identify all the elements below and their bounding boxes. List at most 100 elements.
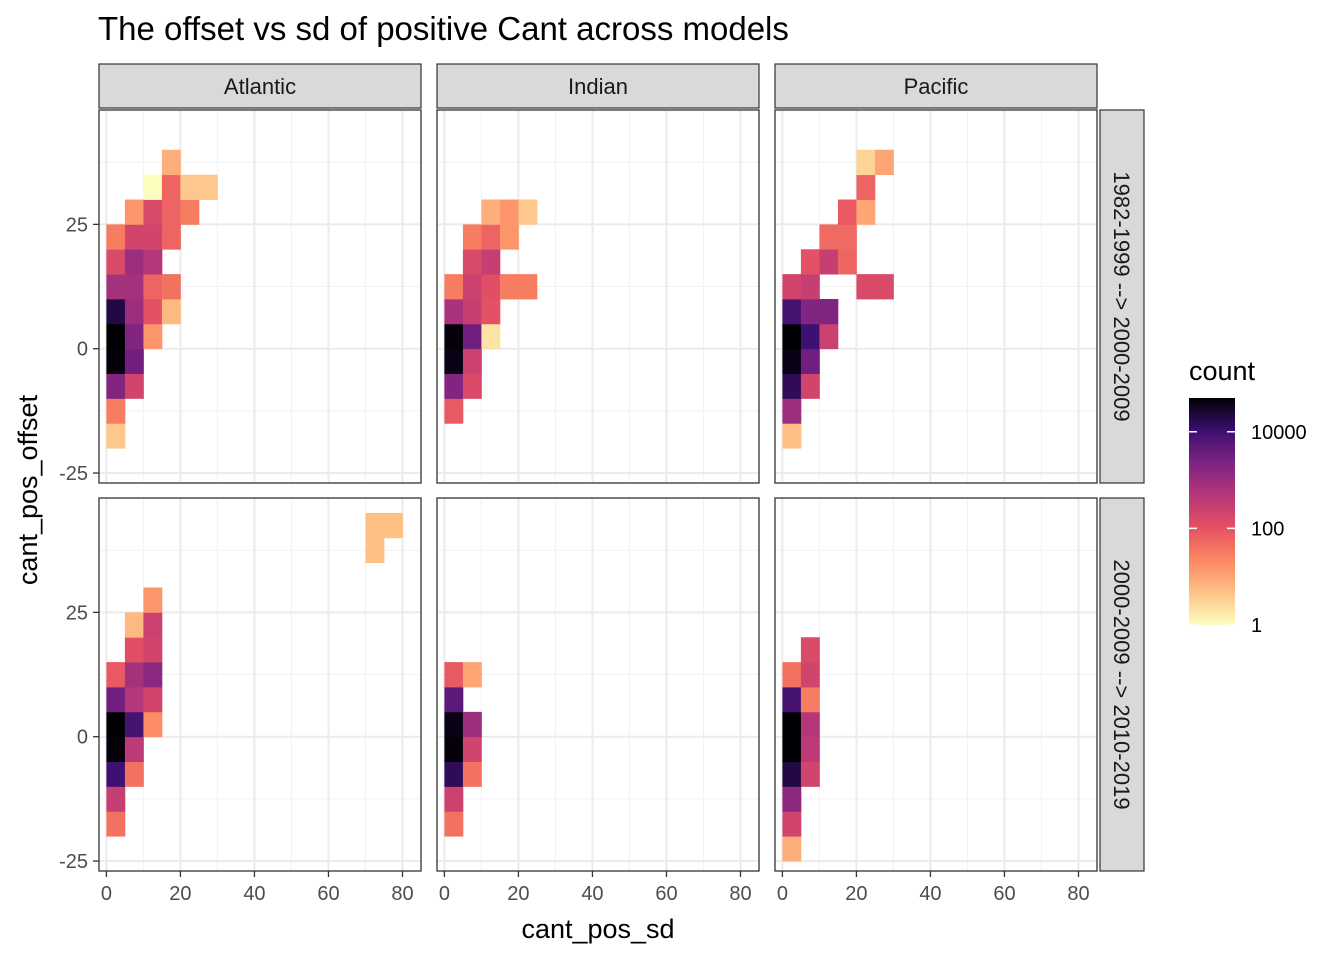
heatmap-cell: [782, 736, 802, 762]
x-axis-indian: 0 20 40 60 80: [439, 871, 752, 905]
panel-background: [775, 498, 1097, 871]
heatmap-cell: [874, 149, 894, 176]
facet-panels: Atlantic Indian Pacific 1982-1999 --> 2000-…: [98, 63, 1145, 872]
heatmap-cell: [800, 373, 820, 399]
heatmap-cell: [782, 373, 802, 399]
x-tick-label: 60: [317, 883, 339, 905]
heatmap-cell: [143, 298, 163, 325]
heatmap-cell: [444, 662, 464, 688]
panel-border: [436, 497, 760, 872]
panel-border: [774, 497, 1098, 872]
heatmap-cell: [518, 199, 538, 225]
heatmap-cell: [124, 274, 144, 300]
heatmap-cell: [782, 298, 802, 325]
heatmap-cell: [444, 711, 464, 738]
heatmap-cell: [518, 274, 538, 300]
x-tick-label: 60: [993, 883, 1015, 905]
legend-tick-label: 10000: [1251, 422, 1307, 444]
heatmap-cell: [444, 786, 464, 812]
x-tick-label: 20: [169, 883, 191, 905]
heatmap-cell: [143, 174, 163, 200]
heatmap-cell: [143, 662, 163, 688]
x-tick-label: 60: [655, 883, 677, 905]
heatmap-cell: [106, 811, 126, 837]
heatmap-cell: [106, 662, 126, 688]
heatmap-cell: [143, 274, 163, 300]
x-tick-label: 0: [439, 883, 450, 905]
x-tick-label: 40: [919, 883, 941, 905]
facet-strip-indian: Indian: [436, 63, 760, 109]
x-tick-label: 40: [243, 883, 265, 905]
heatmap-cell: [180, 174, 200, 200]
heatmap-cell: [819, 298, 839, 325]
heatmap-cell: [444, 348, 464, 374]
heatmap-cell: [143, 224, 163, 250]
heatmap-cell: [462, 373, 482, 399]
panel-gridlines: [775, 498, 1097, 871]
heatmap-cell: [383, 512, 403, 539]
heatmap-cells: [782, 149, 894, 449]
panel-pacific-row-1: [774, 109, 1098, 484]
heatmap-cell: [499, 224, 519, 250]
legend: count 1 100 10000: [1189, 356, 1307, 637]
x-tick-label: 80: [391, 883, 413, 905]
heatmap-cells: [106, 149, 218, 449]
heatmap-cell: [819, 224, 839, 250]
panel-indian-row-1: [436, 109, 760, 484]
heatmap-cell: [444, 811, 464, 837]
panel-border: [98, 109, 422, 484]
facet-row-strip-bg: [1099, 497, 1145, 872]
x-axis-pacific: 0 20 40 60 80: [777, 871, 1090, 905]
y-tick-label: 25: [66, 214, 88, 236]
x-tick-label: 0: [101, 883, 112, 905]
heatmap-cell: [800, 298, 820, 325]
heatmap-cell: [161, 199, 181, 225]
heatmap-cell: [782, 836, 802, 862]
legend-tick-label: 1: [1251, 615, 1262, 637]
heatmap-cell: [462, 736, 482, 762]
heatmap-cell: [161, 149, 181, 176]
heatmap-cell: [444, 298, 464, 325]
heatmap-cells: [106, 512, 403, 837]
x-tick-label: 20: [845, 883, 867, 905]
heatmap-cell: [161, 274, 181, 300]
heatmap-cell: [106, 786, 126, 812]
x-tick-label: 40: [581, 883, 603, 905]
heatmap-cell: [462, 323, 482, 350]
x-axis-title: cant_pos_sd: [521, 914, 674, 944]
heatmap-cell: [124, 761, 144, 787]
heatmap-cell: [124, 637, 144, 663]
heatmap-cell: [124, 373, 144, 399]
heatmap-cell: [143, 637, 163, 663]
panel-atlantic-row-2: [98, 497, 422, 872]
panel-border: [98, 497, 422, 872]
heatmap-cell: [782, 786, 802, 812]
facet-row-strip-bg: [1099, 109, 1145, 484]
facet-strip-bg: [436, 63, 760, 109]
heatmap-cell: [782, 323, 802, 350]
heatmap-cell: [444, 323, 464, 350]
y-tick-label: -25: [59, 851, 88, 873]
heatmap-cell: [106, 686, 126, 713]
heatmap-cell: [819, 249, 839, 275]
heatmap-cell: [180, 199, 200, 225]
heatmap-cell: [800, 761, 820, 787]
heatmap-cells: [782, 637, 820, 862]
heatmap-cell: [800, 249, 820, 275]
heatmap-cell: [124, 298, 144, 325]
facet-row-strip-label: 1982-1999 --> 2000-2009: [1109, 171, 1134, 421]
heatmap-cell: [444, 761, 464, 787]
facet-strip-bg: [98, 63, 422, 109]
heatmap-cell: [800, 711, 820, 738]
heatmap-cell: [444, 274, 464, 300]
heatmap-cell: [837, 249, 857, 275]
heatmap-cell: [481, 274, 501, 300]
heatmap-cell: [462, 711, 482, 738]
heatmap-cell: [365, 512, 385, 539]
heatmap-cell: [124, 736, 144, 762]
heatmap-cell: [800, 686, 820, 713]
heatmap-cell: [499, 199, 519, 225]
panel-border: [774, 109, 1098, 484]
heatmap-cell: [856, 199, 876, 225]
